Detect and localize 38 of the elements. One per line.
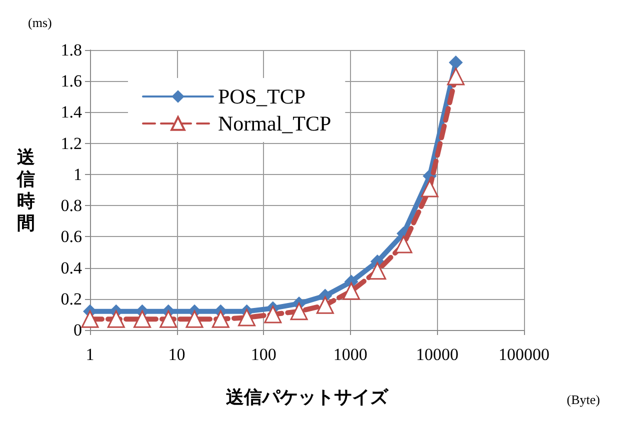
point — [447, 68, 465, 86]
x-tick-label: 100000 — [498, 345, 550, 364]
point — [394, 236, 412, 254]
legend-label: POS_TCP — [218, 84, 306, 108]
y-axis-title: 送信時間 — [16, 147, 35, 233]
point — [81, 310, 99, 328]
y-tick-label: 0 — [74, 320, 82, 340]
y-tick-label: 1.4 — [60, 102, 82, 122]
x-axis-title: 送信パケットサイズ — [225, 387, 389, 407]
point — [420, 180, 438, 198]
x-tick-label: 1 — [86, 345, 94, 364]
y-tick-label: 1.2 — [60, 134, 82, 153]
point — [107, 310, 125, 328]
point — [186, 310, 204, 328]
y-tick-label: 0.8 — [60, 196, 82, 216]
y-tick-label: 1 — [74, 164, 82, 184]
x-tick-label: 1000 — [333, 345, 368, 364]
point — [264, 306, 282, 324]
y-tick-label: 1.8 — [60, 40, 82, 60]
point — [368, 262, 386, 280]
text: (Byte) — [566, 392, 600, 407]
text: (ms) — [28, 15, 52, 30]
x-tick-label: 10 — [168, 345, 186, 364]
y-tick-label: 0.6 — [60, 227, 82, 246]
point — [160, 310, 178, 328]
point — [448, 55, 463, 70]
point — [212, 310, 230, 328]
point — [238, 308, 256, 326]
point — [290, 302, 308, 320]
point — [342, 282, 360, 300]
x-tick-label: 100 — [250, 345, 276, 364]
y-tick-label: 1.6 — [60, 72, 82, 91]
point — [134, 310, 152, 328]
legend-label: Normal_TCP — [218, 112, 332, 136]
y-tick-label: 0.4 — [60, 258, 82, 278]
point — [316, 296, 334, 314]
y-tick-label: 0.2 — [60, 289, 82, 308]
x-tick-label: 10000 — [416, 345, 458, 364]
